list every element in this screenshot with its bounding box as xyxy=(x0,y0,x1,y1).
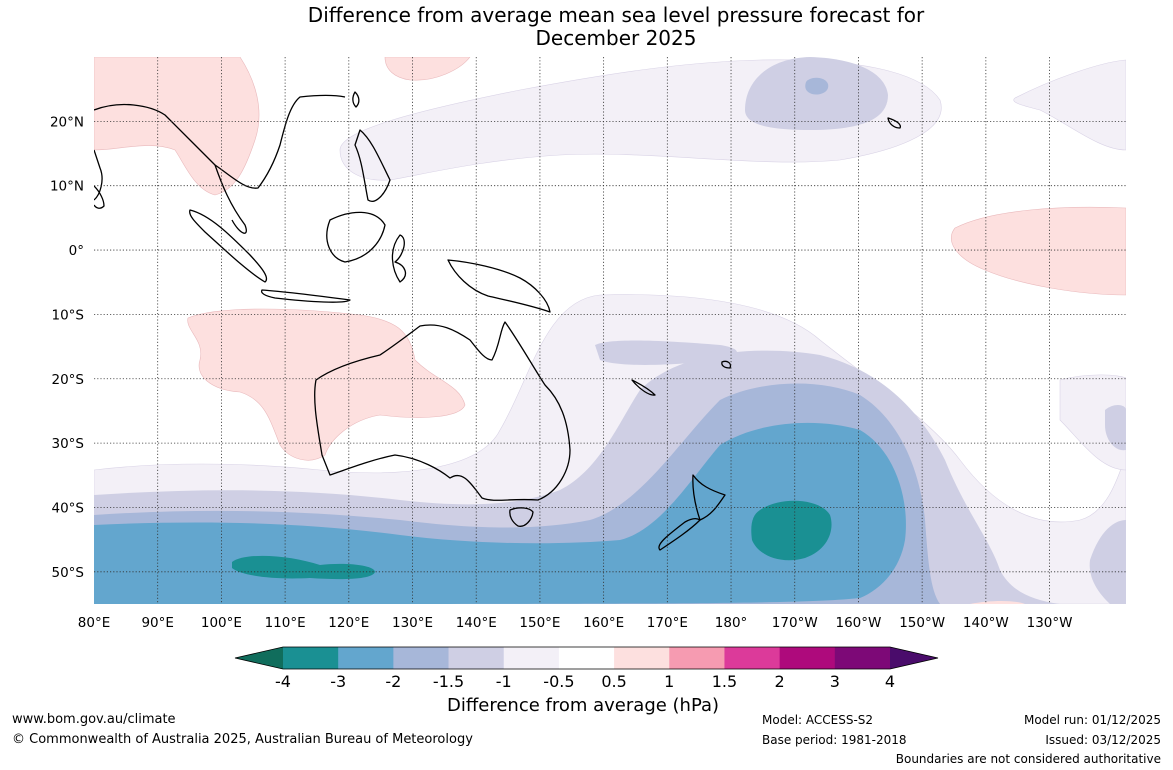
contour-plus-0.5-west-australia xyxy=(187,308,466,461)
footer-copyright: © Commonwealth of Australia 2025, Austra… xyxy=(12,732,473,747)
colorbar-segment xyxy=(558,647,615,669)
colorbar-segment xyxy=(669,647,725,669)
coastline-hawaii xyxy=(887,117,901,129)
axis-tick-labels: 80°E 90°E 100°E 110°E 120°E 130°E 140°E 150°E 16… xyxy=(50,114,1073,631)
contour-minus-0.5-northeast xyxy=(1013,59,1126,151)
lat-tick-label: 10°N xyxy=(50,179,84,195)
lat-tick-label: 40°S xyxy=(52,500,85,516)
footer-website[interactable]: www.bom.gov.au/climate xyxy=(12,712,176,727)
colorbar-tick-label: -3 xyxy=(330,672,346,691)
colorbar-extend-under xyxy=(235,647,283,669)
colorbar: -4 -3 -2 -1.5 -1 -0.5 0.5 1 1.5 2 3 4 xyxy=(234,646,939,691)
coastline-new-caledonia xyxy=(631,379,656,396)
lon-tick-label: 130°W xyxy=(1027,615,1073,631)
contour-minus-3-east xyxy=(751,500,832,561)
lat-tick-label: 20°S xyxy=(52,372,85,388)
colorbar-tick-label: 1.5 xyxy=(712,672,737,691)
contour-minus-1-southeast xyxy=(1089,520,1126,604)
map-title: Difference from average mean sea level p… xyxy=(0,4,1173,50)
lat-tick-label: 30°S xyxy=(52,436,85,452)
coastline-sulawesi xyxy=(391,234,407,283)
colorbar-segment xyxy=(834,647,891,669)
contour-plus-0.5-south-small xyxy=(970,601,1025,604)
colorbar-tick-label: 3 xyxy=(830,672,840,691)
coastline-mainland-asia xyxy=(94,94,346,189)
lon-tick-label: 80°E xyxy=(78,615,110,631)
graticule xyxy=(94,57,1126,604)
contour-minus-1-east xyxy=(1105,405,1126,451)
colorbar-title: Difference from average (hPa) xyxy=(447,695,720,716)
coastline-australia xyxy=(314,321,571,501)
coastline-sumatra xyxy=(189,209,268,283)
contour-plus-0.5-north-pacific xyxy=(384,57,471,81)
colorbar-segment xyxy=(724,647,781,669)
coastline-tasmania xyxy=(509,507,534,527)
lon-tick-label: 160°E xyxy=(583,615,624,631)
footer-model-run: Model run: 01/12/2025 xyxy=(1023,713,1161,727)
colorbar-tick-label: 2 xyxy=(775,672,785,691)
contour-minus-1-north-band xyxy=(595,340,737,365)
colorbar-segment xyxy=(283,647,339,669)
lon-tick-label: 150°E xyxy=(519,615,560,631)
colorbar-tick-label: -1.5 xyxy=(433,672,464,691)
colorbar-tick-label: -4 xyxy=(275,672,291,691)
colorbar-outline xyxy=(234,646,939,670)
colorbar-segment xyxy=(338,647,394,669)
coastline-malay-peninsula xyxy=(214,164,247,234)
footer-issued: Issued: 03/12/2025 xyxy=(1045,733,1161,747)
contour-minus-1.5-north xyxy=(805,77,829,95)
coastline-philippines xyxy=(354,129,391,202)
lon-tick-label: 110°E xyxy=(265,615,306,631)
footer-model: Model: ACCESS-S2 xyxy=(762,713,874,727)
colorbar-extend-over xyxy=(890,647,938,669)
coastline-sri-lanka xyxy=(94,185,105,209)
colorbar-tick-label: 1 xyxy=(664,672,674,691)
coastline-java xyxy=(260,289,351,303)
lat-tick-label: 10°S xyxy=(52,307,85,323)
lon-tick-label: 150°W xyxy=(899,615,945,631)
coastline-borneo xyxy=(326,211,386,263)
lon-tick-label: 170°E xyxy=(647,615,688,631)
colorbar-segment xyxy=(503,647,560,669)
colorbar-segment xyxy=(393,647,450,669)
lon-tick-label: 140°W xyxy=(963,615,1009,631)
lon-tick-label: 90°E xyxy=(141,615,173,631)
colorbar-segment xyxy=(779,647,836,669)
coastline-fiji xyxy=(721,360,732,369)
footer-base-period: Base period: 1981-2018 xyxy=(762,733,907,747)
contour-plus-0.5-east-pacific xyxy=(950,206,1126,296)
coastline-new-guinea xyxy=(447,259,551,313)
lon-tick-label: 170°W xyxy=(772,615,818,631)
contour-minus-3-west xyxy=(232,555,375,580)
map-plot-area xyxy=(94,57,1126,604)
lon-tick-label: 120°E xyxy=(328,615,369,631)
colorbar-tick-label: 4 xyxy=(885,672,895,691)
lat-tick-label: 20°N xyxy=(50,114,84,130)
lon-tick-label: 140°E xyxy=(456,615,497,631)
colorbar-tick-label: -0.5 xyxy=(543,672,574,691)
lon-tick-label: 100°E xyxy=(201,615,242,631)
colorbar-tick-label: -1 xyxy=(496,672,512,691)
lon-tick-label: 160°W xyxy=(836,615,882,631)
coastline-taiwan xyxy=(352,91,360,108)
colorbar-segment xyxy=(448,647,505,669)
colorbar-segment xyxy=(614,647,670,669)
contour-minus-0.5-southeast xyxy=(1059,374,1126,471)
lon-tick-label: 130°E xyxy=(392,615,433,631)
coastline-new-zealand-south xyxy=(658,518,701,551)
contour-minus-2-south xyxy=(94,422,906,604)
lon-tick-label: 180° xyxy=(715,615,748,631)
coastline-new-zealand-north xyxy=(692,474,726,521)
coastlines xyxy=(94,91,901,551)
colorbar-tick-label: -2 xyxy=(385,672,401,691)
title-line-1: Difference from average mean sea level p… xyxy=(307,3,925,27)
coastline-india-tip xyxy=(94,149,103,201)
lat-tick-label: 0° xyxy=(69,243,84,259)
lat-tick-label: 50°S xyxy=(52,565,85,581)
footer-disclaimer: Boundaries are not considered authoritat… xyxy=(895,752,1161,766)
title-line-2: December 2025 xyxy=(535,26,697,50)
colorbar-tick-label: 0.5 xyxy=(601,672,626,691)
